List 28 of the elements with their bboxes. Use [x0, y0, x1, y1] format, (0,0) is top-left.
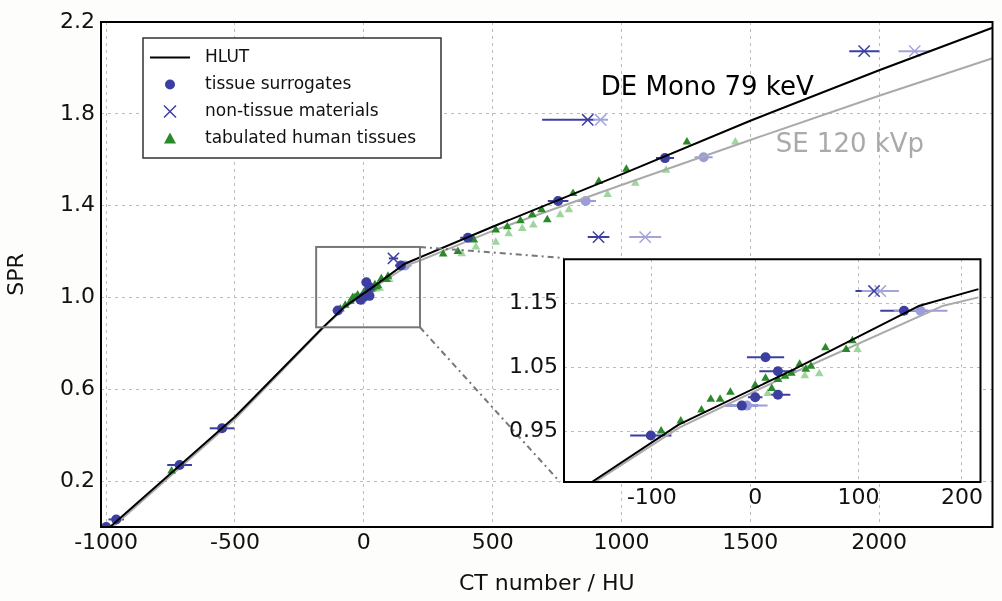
y-tick-label: 1.05: [509, 353, 558, 379]
x-tick-label: -1000: [74, 528, 139, 554]
y-tick-label: 0.6: [60, 374, 95, 400]
x-tick-label: 200: [940, 483, 983, 509]
y-tick-label: 1.8: [60, 99, 95, 125]
legend-label: non-tissue materials: [205, 99, 379, 120]
x-tick-label: 1500: [722, 528, 779, 554]
y-tick-label: 2.2: [60, 7, 95, 33]
x-tick-label: 2000: [851, 528, 908, 554]
x-tick-label: 0: [356, 528, 371, 554]
x-tick-label: 500: [471, 528, 514, 554]
x-tick-label: 1000: [593, 528, 650, 554]
x-tick-label: 0: [748, 483, 763, 509]
legend-label: tabulated human tissues: [205, 126, 417, 147]
y-tick-label: 1.4: [60, 191, 95, 217]
y-axis-title: SPR: [2, 253, 28, 296]
annotation: SE 120 kVp: [775, 128, 925, 159]
x-tick-label: 100: [837, 483, 880, 509]
y-tick-label: 0.95: [509, 416, 558, 442]
x-tick-label: -500: [210, 528, 260, 554]
annotation: DE Mono 79 keV: [600, 71, 814, 102]
y-tick-label: 1.0: [60, 283, 95, 309]
y-tick-label: 1.15: [509, 289, 558, 315]
x-axis-title: CT number / HU: [458, 569, 635, 595]
y-tick-label: 0.2: [60, 466, 95, 492]
legend-label: HLUT: [205, 45, 250, 66]
legend-label: tissue surrogates: [205, 72, 352, 93]
x-tick-label: -100: [626, 483, 677, 509]
